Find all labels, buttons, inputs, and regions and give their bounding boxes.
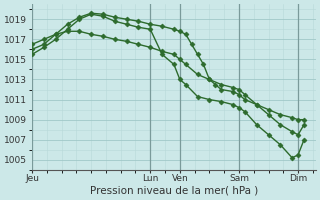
X-axis label: Pression niveau de la mer( hPa ): Pression niveau de la mer( hPa ) (90, 186, 258, 196)
